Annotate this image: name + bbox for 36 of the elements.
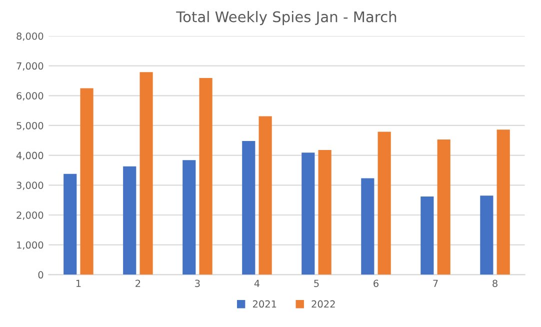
x-tick-label: 5	[314, 280, 319, 288]
bar	[80, 88, 94, 275]
bar	[420, 196, 434, 275]
legend-label: 2021	[252, 300, 276, 308]
bar	[123, 166, 136, 275]
x-tick-label: 7	[433, 280, 438, 287]
legend-label: 2022	[312, 300, 335, 308]
x-tick-label: 3	[195, 280, 200, 288]
bar	[64, 174, 77, 275]
bar	[242, 141, 256, 275]
bar	[302, 152, 315, 275]
x-tick-label: 6	[374, 280, 378, 288]
y-tick-label: 3,000	[16, 182, 44, 190]
y-tick-label: 1,000	[17, 241, 44, 250]
bar	[318, 150, 332, 275]
bar	[496, 130, 510, 275]
bar	[199, 78, 212, 275]
y-tick-label: 6,000	[16, 92, 44, 100]
bar	[361, 178, 374, 275]
y-tick-label: 8,000	[16, 32, 44, 41]
y-tick-label: 4,000	[16, 152, 44, 160]
bar	[378, 132, 391, 275]
x-tick-label: 1	[76, 280, 81, 287]
y-tick-label: 2,000	[16, 211, 44, 220]
bar	[258, 116, 272, 275]
bar	[140, 72, 153, 275]
bar	[480, 196, 494, 275]
x-tick-label: 8	[492, 280, 498, 288]
y-tick-label: 5,000	[16, 122, 44, 130]
chart-title: Total Weekly Spies Jan - March	[176, 11, 396, 26]
x-tick-label: 2	[136, 280, 140, 287]
y-tick-label: 7,000	[16, 62, 44, 71]
bar	[437, 140, 450, 275]
bar	[182, 160, 196, 275]
x-tick-label: 4	[254, 280, 260, 287]
y-tick-label: 0	[38, 271, 44, 279]
